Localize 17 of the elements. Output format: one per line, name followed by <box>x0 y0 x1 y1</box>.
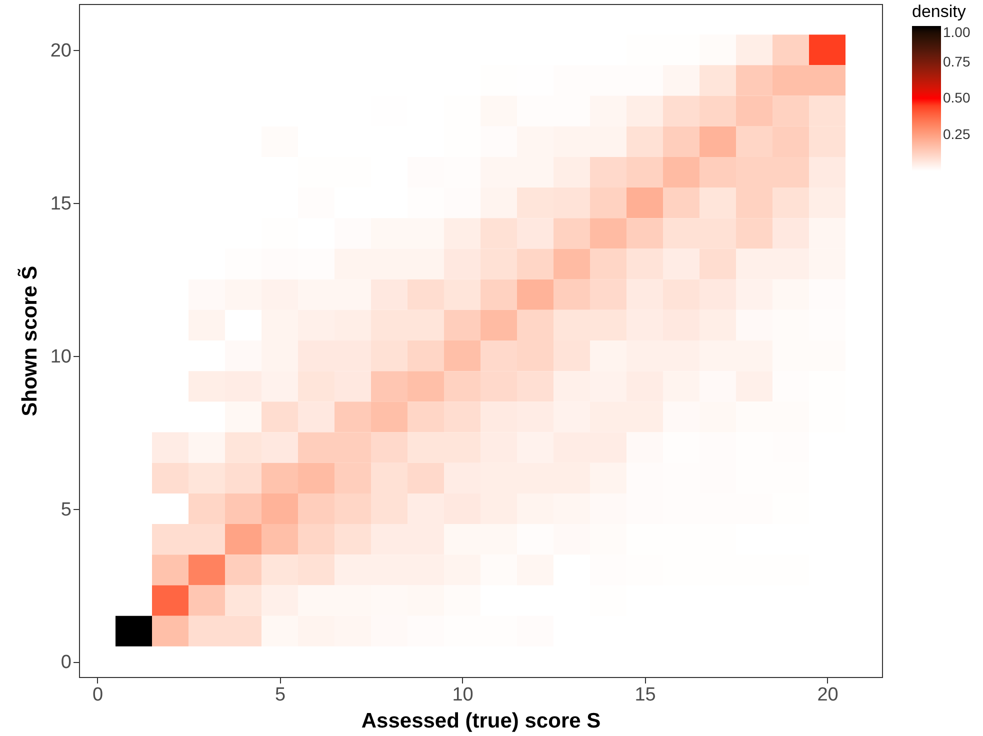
x-tick-label: 15 <box>634 684 656 706</box>
y-tick-label: 10 <box>50 346 72 368</box>
x-tick-label: 10 <box>452 684 474 706</box>
y-tick-label: 5 <box>60 499 72 520</box>
x-tick-label: 0 <box>92 684 104 706</box>
color-bar-label: 1.00 <box>943 24 970 40</box>
x-tick-label: 20 <box>817 684 838 706</box>
x-tick-label: 5 <box>274 684 286 706</box>
y-tick-label: 20 <box>50 40 72 62</box>
color-bar-label: 0.75 <box>943 53 970 70</box>
x-axis-title: Assessed (true) score S <box>361 710 601 732</box>
y-tick-label: 15 <box>50 193 72 214</box>
y-tick-label: 0 <box>60 652 72 674</box>
color-bar-title: density <box>912 2 966 21</box>
y-axis-title: Shown score S̃ <box>18 266 42 416</box>
color-bar-label: 0.25 <box>943 126 970 142</box>
color-bar-label: 0.50 <box>943 90 970 106</box>
